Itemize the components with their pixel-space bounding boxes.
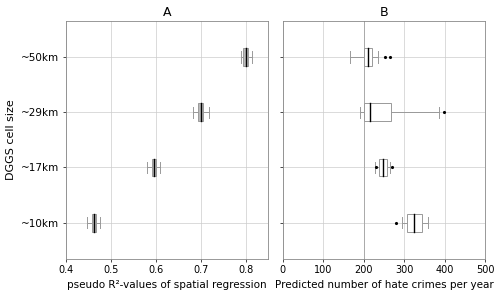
Bar (379, 159, 387, 176)
X-axis label: pseudo R²-values of spatial regression: pseudo R²-values of spatial regression (67, 280, 266, 290)
Bar (152, 159, 156, 176)
Bar (364, 48, 372, 66)
X-axis label: Predicted number of hate crimes per year: Predicted number of hate crimes per year (274, 280, 494, 290)
Title: B: B (380, 6, 388, 19)
Bar (198, 103, 203, 121)
Bar (364, 103, 391, 121)
Bar (92, 214, 96, 231)
Y-axis label: DGGS cell size: DGGS cell size (6, 99, 16, 180)
Bar (244, 48, 248, 66)
Bar (408, 214, 422, 231)
Title: A: A (162, 6, 171, 19)
